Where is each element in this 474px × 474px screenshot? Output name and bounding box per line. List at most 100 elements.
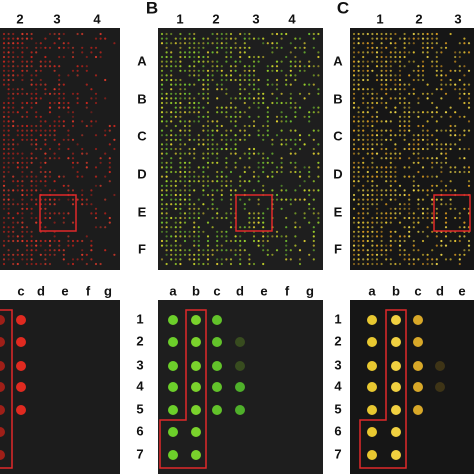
spot [197,42,200,45]
spot [160,189,164,192]
spot [412,60,415,63]
spot [71,120,75,123]
spot [179,170,182,174]
spot [202,212,205,215]
spot [165,124,168,128]
spot [266,134,269,137]
spot [229,65,233,68]
spot [108,170,111,174]
spot [426,216,429,220]
spot [385,65,388,68]
spot [191,382,201,392]
spot [352,184,356,187]
spot [435,111,438,114]
spot [294,106,297,109]
spot [170,134,173,137]
spot [25,239,29,243]
spot [183,198,187,201]
spot [417,147,420,151]
spot [389,65,392,68]
spot [391,405,401,415]
spot [12,111,15,114]
spot [44,65,47,68]
spot [67,147,70,151]
spot [275,235,279,238]
spot [458,216,461,220]
spot [294,161,297,164]
spot [449,129,452,132]
spot [183,253,187,256]
spot [165,193,168,197]
spot [280,198,283,201]
spot [266,78,269,82]
spot [403,147,406,151]
spot [391,315,401,325]
spot [160,198,164,201]
spot [385,175,388,178]
spot [193,60,196,63]
spot [463,134,466,137]
spot [421,46,425,49]
spot [21,74,24,77]
spot [426,97,429,100]
spot [165,37,168,40]
spot [174,216,177,220]
spot [183,111,187,114]
spot [366,249,369,252]
column-label: c [17,283,24,298]
spot [352,175,356,178]
spot [394,239,397,243]
spot [39,170,42,174]
spot [229,106,233,109]
spot [317,161,320,164]
spot [380,88,383,91]
spot [431,175,434,178]
spot [403,129,406,132]
spot [108,180,111,183]
spot [12,216,15,220]
spot [271,92,274,95]
spot [239,226,242,229]
spot [412,175,415,178]
spot [99,32,102,36]
spot [435,212,438,215]
spot [16,161,19,164]
spot [275,46,279,49]
spot [35,184,38,187]
spot [408,216,411,220]
spot [389,207,392,210]
spot [275,65,279,68]
spot [30,184,33,187]
spot [312,74,315,77]
spot [266,129,269,132]
spot [385,189,388,192]
spot [62,258,65,261]
spot [35,138,38,141]
highlight-box [159,309,207,469]
spot [216,60,219,63]
spot [229,101,233,105]
spot [366,262,369,266]
spot [183,189,187,192]
spot [193,212,196,215]
spot [216,249,219,252]
spot [94,55,98,59]
spot [25,226,29,229]
spot [398,115,402,118]
spot [303,83,306,86]
spot [202,166,205,169]
spot [30,249,33,252]
spot [35,111,38,114]
spot [21,235,24,238]
spot [371,262,374,266]
spot [435,138,438,141]
spot [25,253,29,256]
spot [463,37,466,40]
spot [426,37,429,40]
spot [444,111,448,114]
spot [317,221,320,224]
spot [165,253,168,256]
spot [454,189,457,192]
spot [30,235,33,238]
spot [99,161,102,164]
